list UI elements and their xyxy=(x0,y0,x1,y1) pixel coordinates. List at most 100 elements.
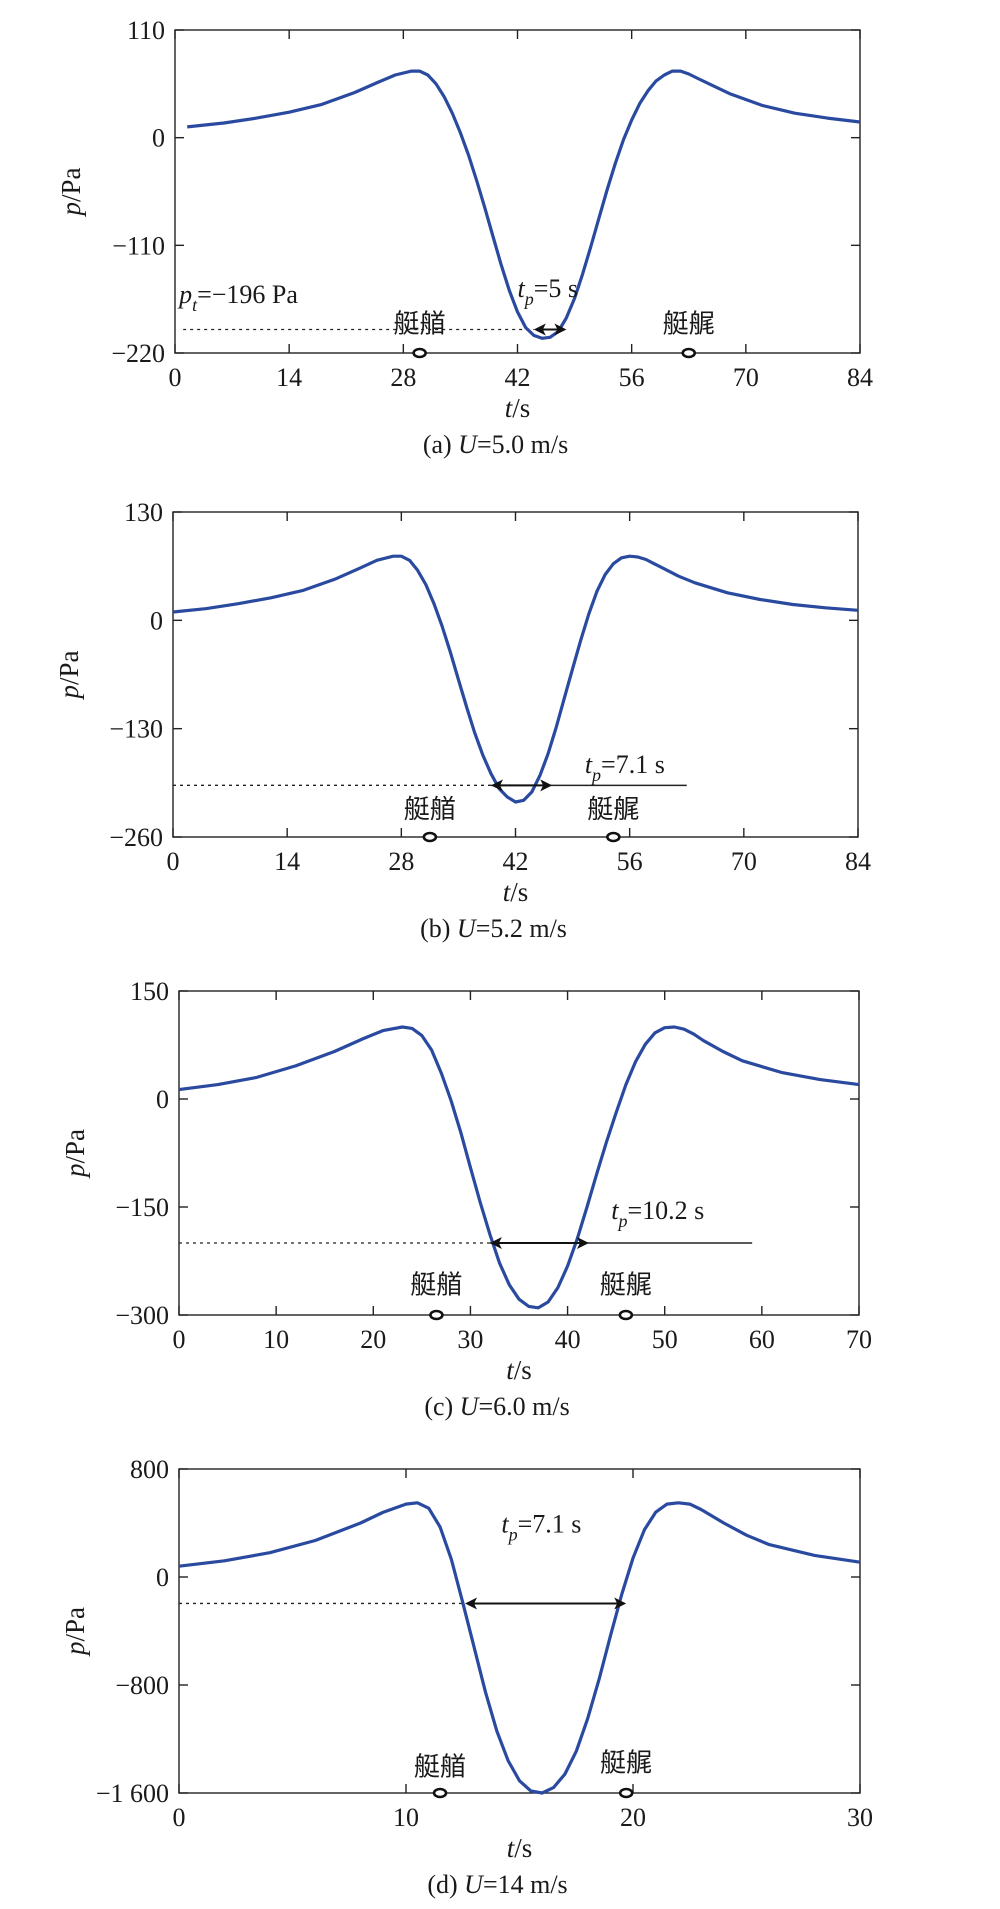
panel-b-plot-frame xyxy=(172,511,859,838)
panel-a-caption-value: =5.0 m/s xyxy=(477,430,568,459)
panel-c-x-tick-label: 50 xyxy=(652,1325,678,1354)
panel-c-y-axis-unit: /Pa xyxy=(60,1129,90,1164)
panel-b-caption: (b) U=5.2 m/s xyxy=(420,914,567,943)
panel-c-tp-label-var: t xyxy=(611,1196,619,1225)
panel-b-caption-value: =5.2 m/s xyxy=(476,914,567,943)
panel-c-plot-frame xyxy=(178,990,860,1316)
panel-d-x-axis-label: t/s xyxy=(507,1833,533,1863)
panel-c-y-tick-label: −300 xyxy=(115,1301,169,1330)
panel-b-x-tick-label: 70 xyxy=(731,847,757,876)
panel-a-tp-arrow-head-right xyxy=(554,323,567,336)
panel-a-caption: (a) U=5.0 m/s xyxy=(423,430,568,459)
panel-b-x-axis-label: t/s xyxy=(503,877,529,907)
panel-b-x-tick-label: 56 xyxy=(617,847,643,876)
panel-c-x-axis-unit: /s xyxy=(514,1355,532,1385)
panel-a-pt-label-sub: t xyxy=(192,295,198,315)
panel-a-stern-marker xyxy=(681,347,697,359)
panel-b-y-tick-label: 130 xyxy=(124,498,163,527)
panel-a-x-tick-label: 84 xyxy=(847,363,873,392)
panel-a-x-tick-label: 14 xyxy=(276,363,302,392)
panel-a-pressure-curve xyxy=(187,69,861,340)
panel-a-x-axis-var: t xyxy=(505,393,514,423)
panel-c-x-axis-label: t/s xyxy=(506,1355,532,1385)
panel-c-x-axis-var: t xyxy=(506,1355,515,1385)
panel-a-caption-var: U xyxy=(458,430,479,459)
panel-a-pt-label-value: =−196 Pa xyxy=(197,280,298,309)
panel-b-tp-label: tp=7.1 s xyxy=(585,750,665,785)
panel-a-y-axis-label: p/Pa xyxy=(56,167,86,217)
panel-d-tp-label: tp=7.1 s xyxy=(501,1509,581,1544)
panel-c-y-tick-label: −150 xyxy=(115,1193,169,1222)
panel-a-tp-arrow-head-left xyxy=(533,323,546,336)
panel-c-y-tick-label: 150 xyxy=(130,977,169,1006)
panel-d-tp-label-var: t xyxy=(501,1509,509,1538)
panel-c-y-axis-var: p xyxy=(60,1164,90,1180)
panel-a-x-tick-label: 28 xyxy=(390,363,416,392)
panel-c-tp-label-value: =10.2 s xyxy=(628,1196,705,1225)
panel-b-tp-label-sub: p xyxy=(590,765,601,785)
panel-d-x-axis-var: t xyxy=(507,1833,516,1863)
panel-c-x-tick-label: 60 xyxy=(749,1325,775,1354)
panel-a-y-tick-label: 0 xyxy=(152,124,165,153)
panel-c-x-tick-label: 40 xyxy=(555,1325,581,1354)
panel-d-y-tick-label: −1 600 xyxy=(96,1779,169,1808)
panel-a-y-tick-label: 110 xyxy=(127,16,165,45)
panel-c-x-tick-label: 10 xyxy=(263,1325,289,1354)
panel-a: 0 14 28 42 56 70 84 110 0 −110 −220 p/Pa t/s (a) U=5.… xyxy=(56,16,873,459)
panel-d-bow-label: 艇艏 xyxy=(414,1752,466,1781)
panel-a-x-tick-label: 56 xyxy=(619,363,645,392)
panel-d-x-axis-unit: /s xyxy=(514,1833,532,1863)
panel-d: 0 10 20 30 800 0 −800 −1 600 p/Pa t/s (d) U=14 m/s… xyxy=(60,1455,873,1899)
panel-c-stern-label: 艇艉 xyxy=(600,1270,652,1299)
panel-c-y-axis-label: p/Pa xyxy=(60,1129,90,1179)
panel-a-y-tick-label: −220 xyxy=(111,339,165,368)
panel-a-tp-label-sub: p xyxy=(523,289,534,309)
panel-a-tp-label: tp=5 s xyxy=(518,274,579,309)
panel-a-tp-label-value: =5 s xyxy=(534,274,578,303)
panel-b-y-axis-unit: /Pa xyxy=(54,650,84,685)
panel-b-tp-arrow-head-left xyxy=(491,779,504,792)
panel-d-y-tick-label: 800 xyxy=(130,1455,169,1484)
panel-b-x-tick-label: 84 xyxy=(845,847,871,876)
panel-c-tp-arrow-head-right xyxy=(576,1237,589,1249)
panel-a-y-tick-label: −110 xyxy=(112,231,165,260)
panel-d-caption-prefix: (d) xyxy=(427,1870,464,1899)
panel-a-bow-marker xyxy=(412,347,427,359)
panel-d-stern-marker xyxy=(618,1787,634,1799)
panel-b-pressure-curve xyxy=(172,554,859,804)
panel-a-pt-label-var: p xyxy=(177,280,192,309)
panel-b-stern-label: 艇艉 xyxy=(587,795,639,824)
panel-a-x-axis-unit: /s xyxy=(512,393,530,423)
panel-b-tp-label-value: =7.1 s xyxy=(601,750,665,779)
panel-d-plot-frame xyxy=(178,1468,861,1794)
panel-d-x-tick-label: 20 xyxy=(620,1803,646,1832)
panel-b-y-tick-label: 0 xyxy=(150,606,163,635)
panel-d-x-tick-label: 0 xyxy=(173,1803,186,1832)
panel-d-tp-label-sub: p xyxy=(507,1524,518,1544)
panel-d-y-axis-unit: /Pa xyxy=(60,1607,90,1642)
panel-c-x-tick-label: 0 xyxy=(173,1325,186,1354)
panel-a-bow-label: 艇艏 xyxy=(394,309,446,338)
panel-c-x-tick-label: 20 xyxy=(360,1325,386,1354)
panel-b-x-axis-unit: /s xyxy=(510,877,528,907)
panel-c-caption-prefix: (c) xyxy=(424,1392,459,1421)
panel-c-caption-value: =6.0 m/s xyxy=(478,1392,569,1421)
panel-d-x-tick-label: 10 xyxy=(393,1803,419,1832)
panel-d-y-axis-label: p/Pa xyxy=(60,1607,90,1657)
panel-a-y-axis-var: p xyxy=(56,202,86,218)
panel-b-x-tick-label: 42 xyxy=(503,847,529,876)
panel-b-y-axis-var: p xyxy=(54,685,84,701)
panel-b-bow-label: 艇艏 xyxy=(404,795,456,824)
panel-b-x-tick-label: 0 xyxy=(167,847,180,876)
panel-c-pressure-curve xyxy=(178,1025,860,1310)
panel-d-bow-marker xyxy=(432,1787,448,1799)
panel-d-tp-label-value: =7.1 s xyxy=(518,1509,582,1538)
panel-b-caption-var: U xyxy=(457,914,478,943)
panel-b-x-tick-label: 28 xyxy=(388,847,414,876)
panel-c-caption-var: U xyxy=(460,1392,481,1421)
panel-a-caption-prefix: (a) xyxy=(423,430,458,459)
panel-a-x-axis-label: t/s xyxy=(505,393,531,423)
panel-d-y-axis-var: p xyxy=(60,1642,90,1658)
panel-b-x-axis-var: t xyxy=(503,877,512,907)
